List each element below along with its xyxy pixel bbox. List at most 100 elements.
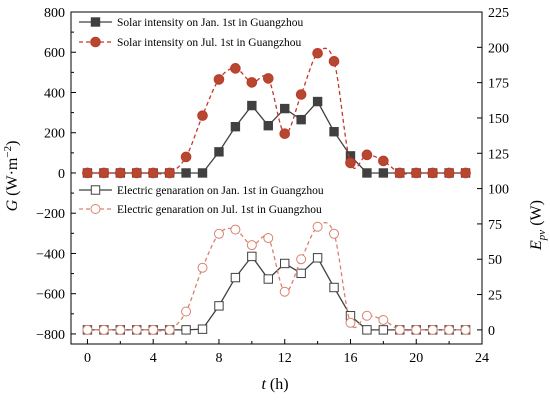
data-point	[394, 324, 405, 335]
data-point	[164, 167, 175, 179]
data-point	[296, 254, 307, 265]
y-left-tick-label: 400	[44, 86, 65, 101]
y-left-tick-label: 0	[58, 167, 65, 182]
data-point	[328, 55, 340, 67]
x-tick-label: 4	[150, 351, 157, 366]
legend-label: Solar intensity on Jan. 1st in Guangzhou	[117, 17, 303, 29]
y-right-tick-label: 150	[488, 112, 509, 127]
series-1	[82, 96, 471, 178]
legend-label: Electric genaration on Jul. 1st in Guang…	[117, 204, 322, 216]
data-point	[164, 324, 175, 335]
data-point	[345, 317, 356, 328]
y-axis-left: −800 −600 −400 −200 0 200 400 600 800	[36, 6, 76, 343]
data-point	[131, 167, 143, 179]
data-point	[148, 324, 159, 335]
y-axis-left-label: G (W·m−2)	[2, 141, 21, 212]
data-point	[345, 157, 356, 169]
data-point	[230, 121, 241, 132]
data-point	[394, 167, 406, 179]
data-point	[444, 324, 455, 335]
data-point	[312, 253, 323, 263]
data-point	[312, 96, 323, 107]
legend-bottom: Electric genaration on Jan. 1st in Guang…	[79, 185, 324, 216]
legend-label: Solar intensity on Jul. 1st in Guangzhou	[117, 37, 302, 49]
series-layer	[82, 47, 471, 335]
data-point	[115, 324, 126, 335]
y-left-tick-label: −400	[36, 247, 65, 262]
data-point	[181, 168, 191, 178]
data-point	[247, 251, 257, 262]
data-point	[329, 127, 339, 137]
y-left-tick-label: 200	[44, 127, 65, 142]
x-tick-label: 16	[343, 351, 357, 366]
data-point	[263, 233, 274, 244]
data-point	[246, 240, 257, 251]
data-point	[213, 228, 224, 239]
y-right-tick-label: 225	[488, 6, 509, 21]
series-line	[87, 255, 466, 331]
data-point	[427, 167, 438, 179]
y-right-tick-label: 100	[488, 183, 509, 198]
data-point	[197, 324, 208, 334]
y-right-tick-label: 50	[488, 253, 502, 268]
data-point	[411, 324, 422, 335]
data-point	[460, 167, 471, 179]
series-2	[82, 47, 471, 179]
data-point	[460, 324, 471, 335]
data-point	[131, 324, 142, 335]
data-point	[312, 221, 323, 232]
data-point	[181, 306, 192, 317]
series-line	[87, 222, 466, 332]
y-left-tick-label: 800	[44, 6, 65, 21]
data-point	[115, 167, 126, 179]
data-point	[362, 325, 372, 335]
data-point	[82, 167, 93, 179]
legend-label: Electric genaration on Jan. 1st in Guang…	[117, 185, 324, 197]
data-point	[230, 63, 241, 74]
series-line	[87, 100, 466, 174]
data-point	[361, 149, 373, 161]
data-point	[443, 167, 455, 179]
y-right-tick-label: 125	[488, 147, 509, 162]
data-point	[90, 36, 101, 48]
data-point	[181, 325, 191, 335]
legend-top: Solar intensity on Jan. 1st in Guangzhou…	[79, 17, 303, 49]
data-point	[312, 47, 323, 59]
data-point	[230, 272, 241, 283]
data-point	[247, 100, 257, 111]
data-point	[378, 168, 389, 178]
x-tick-label: 20	[409, 351, 423, 366]
x-tick-label: 8	[215, 351, 222, 366]
data-point	[98, 324, 109, 335]
data-point	[280, 103, 290, 114]
y-left-tick-label: 600	[44, 46, 65, 61]
data-point	[90, 185, 101, 195]
data-point	[410, 167, 422, 179]
data-point	[296, 114, 306, 125]
data-point	[147, 167, 159, 179]
data-point	[329, 228, 340, 239]
series-line	[87, 47, 466, 175]
y-left-tick-label: −600	[36, 288, 65, 303]
x-axis: 0 4 8 12 16 20 24	[84, 339, 489, 366]
y-left-tick-label: −800	[36, 328, 65, 343]
y-right-tick-label: 25	[488, 289, 502, 304]
x-tick-label: 12	[278, 351, 292, 366]
y-right-tick-label: 175	[488, 77, 509, 92]
data-point	[427, 324, 438, 335]
x-axis-label: t (h)	[261, 376, 288, 393]
data-point	[197, 110, 208, 121]
data-point	[279, 286, 290, 297]
y-right-tick-label: 0	[488, 324, 495, 339]
y-left-tick-label: −200	[36, 207, 65, 222]
data-point	[180, 151, 192, 163]
series-4	[82, 221, 471, 335]
data-point	[361, 310, 372, 321]
data-point	[197, 262, 208, 273]
x-tick-label: 0	[84, 351, 91, 366]
y-right-tick-label: 75	[488, 218, 502, 233]
y-axis-right-label: Epv (W)	[528, 200, 548, 251]
data-point	[90, 17, 101, 27]
data-point	[295, 89, 307, 100]
data-point	[230, 224, 241, 235]
